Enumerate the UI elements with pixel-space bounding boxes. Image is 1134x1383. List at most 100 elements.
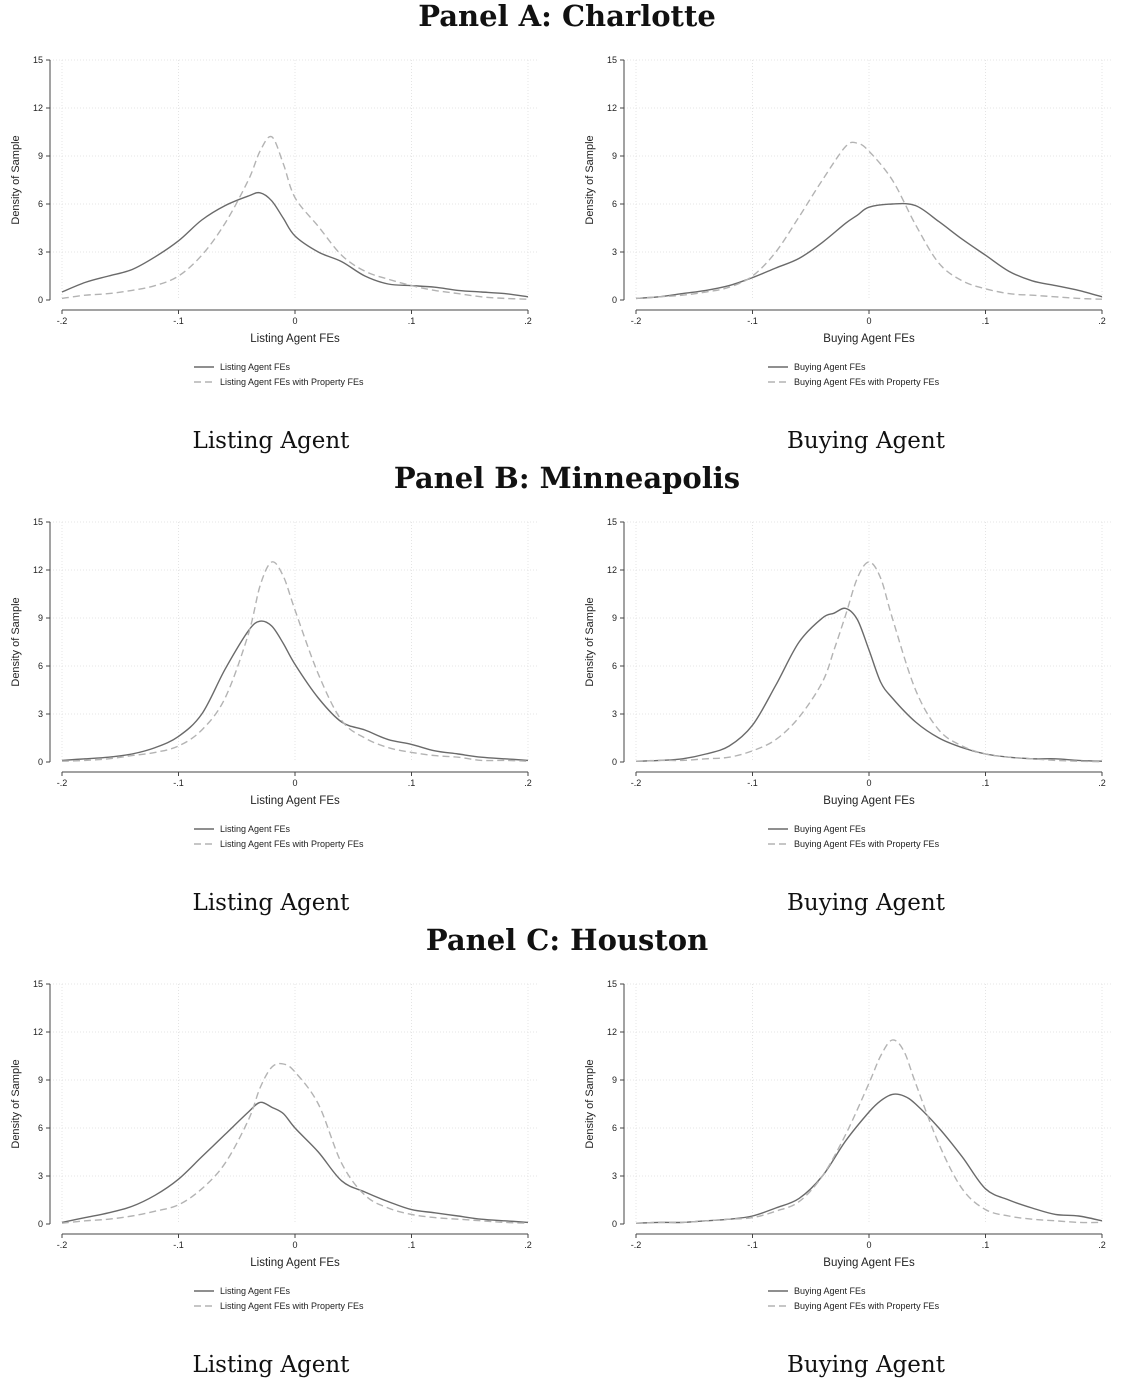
y-tick-label: 12	[33, 565, 43, 575]
y-tick-label: 15	[33, 517, 43, 527]
x-tick-label: .1	[982, 778, 990, 788]
y-tick-label: 12	[33, 103, 43, 113]
x-tick-label: 0	[866, 316, 871, 326]
caption-listing-agent: Listing Agent	[0, 430, 551, 453]
x-axis-label: Buying Agent FEs	[823, 795, 915, 807]
y-tick-label: 9	[38, 151, 43, 161]
x-tick-label: -.2	[631, 316, 642, 326]
x-tick-label: 0	[866, 1240, 871, 1250]
y-tick-label: 9	[612, 613, 617, 623]
chart-svg: 0 3 6 9 12 15 -.2 -.1 0 .1 .2 Buying Agent FEs Densi…	[574, 40, 1134, 440]
y-tick-label: 0	[612, 757, 617, 767]
x-tick-label: 0	[292, 316, 297, 326]
chart-svg: 0 3 6 9 12 15 -.2 -.1 0 .1 .2 Listing Agent FEs Dens…	[0, 40, 560, 440]
legend-label: Listing Agent FEs	[220, 1286, 291, 1296]
y-tick-label: 9	[38, 1075, 43, 1085]
panel-a-title: Panel A: Charlotte	[0, 2, 1134, 31]
y-tick-label: 0	[38, 295, 43, 305]
y-tick-label: 6	[38, 1123, 43, 1133]
y-tick-label: 12	[33, 1027, 43, 1037]
y-axis-label: Density of Sample	[584, 597, 596, 686]
x-tick-label: .2	[524, 778, 532, 788]
y-tick-label: 15	[607, 55, 617, 65]
legend-label: Buying Agent FEs	[794, 1286, 866, 1296]
x-tick-label: .1	[982, 1240, 990, 1250]
y-tick-label: 12	[607, 565, 617, 575]
y-tick-label: 12	[607, 1027, 617, 1037]
legend-label: Buying Agent FEs with Property FEs	[794, 377, 940, 387]
y-axis-label: Density of Sample	[10, 135, 22, 224]
caption-listing-agent: Listing Agent	[0, 1354, 551, 1377]
y-tick-label: 0	[612, 295, 617, 305]
y-tick-label: 9	[612, 151, 617, 161]
x-tick-label: -.2	[57, 316, 68, 326]
y-axis-label: Density of Sample	[10, 597, 22, 686]
x-tick-label: -.1	[173, 316, 184, 326]
x-tick-label: -.1	[747, 316, 758, 326]
y-tick-label: 6	[38, 661, 43, 671]
x-tick-label: -.2	[631, 1240, 642, 1250]
x-tick-label: .2	[524, 1240, 532, 1250]
y-tick-label: 6	[612, 199, 617, 209]
y-tick-label: 3	[38, 1171, 43, 1181]
legend-label: Listing Agent FEs with Property FEs	[220, 1301, 364, 1311]
y-tick-label: 0	[38, 1219, 43, 1229]
caption-buying-agent: Buying Agent	[586, 1354, 1134, 1377]
chart-svg: 0 3 6 9 12 15 -.2 -.1 0 .1 .2 Buying Agent FEs Densi…	[574, 964, 1134, 1364]
y-tick-label: 12	[607, 103, 617, 113]
x-tick-label: .1	[408, 1240, 416, 1250]
chart-svg: 0 3 6 9 12 15 -.2 -.1 0 .1 .2 Listing Agent FEs Dens…	[0, 502, 560, 902]
x-tick-label: .2	[1098, 778, 1106, 788]
y-tick-label: 3	[38, 709, 43, 719]
y-tick-label: 3	[612, 709, 617, 719]
legend-label: Listing Agent FEs with Property FEs	[220, 377, 364, 387]
chart-charlotte-buying: 0 3 6 9 12 15 -.2 -.1 0 .1 .2 Buying Agent FEs Densi…	[574, 40, 1134, 440]
y-tick-label: 0	[612, 1219, 617, 1229]
legend-label: Buying Agent FEs	[794, 824, 866, 834]
series-line-agent-fes	[62, 1102, 528, 1222]
x-tick-label: .2	[1098, 1240, 1106, 1250]
caption-listing-agent: Listing Agent	[0, 892, 551, 915]
panel-c-title: Panel C: Houston	[0, 926, 1134, 955]
x-tick-label: -.2	[57, 778, 68, 788]
caption-buying-agent: Buying Agent	[586, 892, 1134, 915]
x-tick-label: -.2	[57, 1240, 68, 1250]
y-tick-label: 15	[607, 517, 617, 527]
x-tick-label: -.1	[173, 778, 184, 788]
x-axis-label: Buying Agent FEs	[823, 333, 915, 345]
y-tick-label: 15	[33, 979, 43, 989]
y-axis-label: Density of Sample	[584, 1059, 596, 1148]
legend-label: Buying Agent FEs	[794, 362, 866, 372]
x-tick-label: .1	[982, 316, 990, 326]
x-tick-label: .1	[408, 316, 416, 326]
chart-minneapolis-buying: 0 3 6 9 12 15 -.2 -.1 0 .1 .2 Buying Agent FEs Densi…	[574, 502, 1134, 902]
panel-b-title: Panel B: Minneapolis	[0, 464, 1134, 493]
x-axis-label: Listing Agent FEs	[250, 333, 340, 345]
x-tick-label: -.1	[747, 778, 758, 788]
y-tick-label: 0	[38, 757, 43, 767]
series-line-agent-fes	[636, 204, 1102, 299]
chart-houston-buying: 0 3 6 9 12 15 -.2 -.1 0.1.2 Buying Agent FEs Densi…	[574, 964, 1134, 1364]
legend-label: Buying Agent FEs with Property FEs	[794, 1301, 940, 1311]
legend-label: Listing Agent FEs	[220, 362, 291, 372]
x-axis-label: Listing Agent FEs	[250, 795, 340, 807]
legend-label: Listing Agent FEs	[220, 824, 291, 834]
caption-buying-agent: Buying Agent	[586, 430, 1134, 453]
y-tick-label: 15	[607, 979, 617, 989]
x-tick-label: 0	[866, 778, 871, 788]
x-axis-label: Buying Agent FEs	[823, 1257, 915, 1269]
chart-svg: 0 3 6 9 12 15 -.2 -.1 0 .1 .2 Buying Agent FEs Densi…	[574, 502, 1134, 902]
y-tick-label: 6	[612, 661, 617, 671]
x-tick-label: 0	[292, 778, 297, 788]
x-tick-label: -.1	[747, 1240, 758, 1250]
series-line-with-property-fes	[62, 136, 528, 299]
y-tick-label: 15	[33, 55, 43, 65]
y-tick-label: 9	[38, 613, 43, 623]
y-axis-label: Density of Sample	[584, 135, 596, 224]
y-tick-label: 3	[612, 1171, 617, 1181]
legend-label: Listing Agent FEs with Property FEs	[220, 839, 364, 849]
x-tick-label: -.1	[173, 1240, 184, 1250]
series-line-agent-fes	[62, 193, 528, 297]
x-tick-label: .2	[1098, 316, 1106, 326]
chart-houston-listing: 0 3 6 9 12 15 -.2 -.1 0 .1 .2 Listing Agent FEs Dens…	[0, 964, 560, 1364]
